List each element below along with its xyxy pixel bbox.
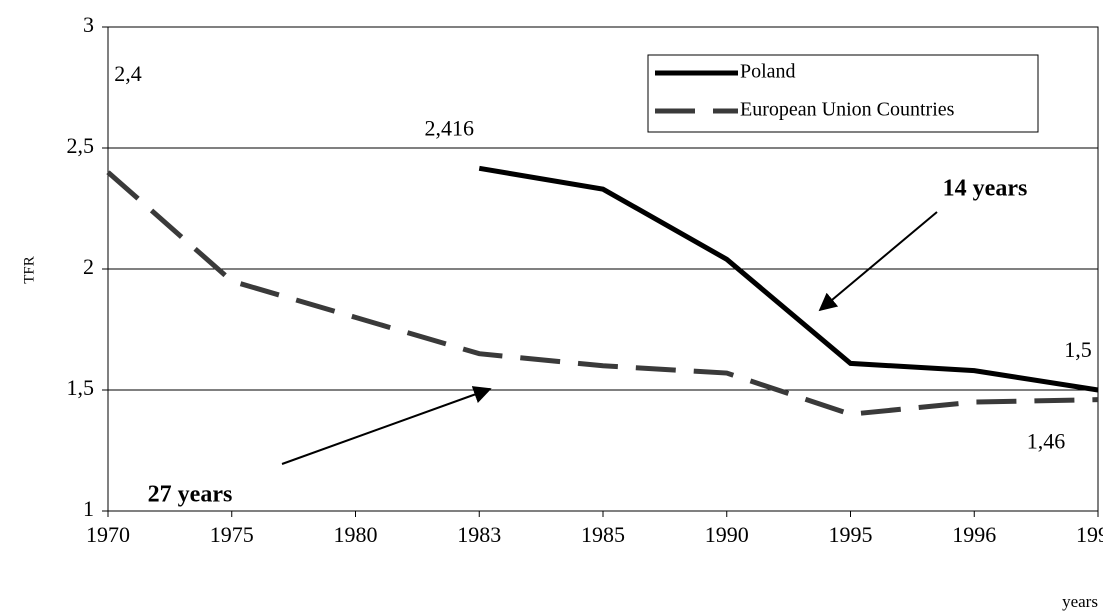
x-tick-label: 1970 — [86, 522, 130, 547]
x-tick-label: 1997 — [1076, 522, 1103, 547]
x-tick-label: 1983 — [457, 522, 501, 547]
annotation: 14 years — [943, 176, 1028, 202]
x-tick-label: 1975 — [210, 522, 254, 547]
y-tick-label: 2,5 — [67, 133, 95, 158]
y-axis-label: TFR — [21, 256, 37, 284]
data-label: 1,46 — [1027, 429, 1066, 454]
data-label: 2,416 — [425, 115, 475, 140]
data-label: 2,4 — [114, 61, 142, 86]
legend-label: Poland — [740, 61, 796, 83]
data-label: 1,5 — [1064, 337, 1092, 362]
x-tick-label: 1985 — [581, 522, 625, 547]
arrow — [818, 211, 938, 312]
line — [478, 165, 1099, 393]
x-tick-label: 1995 — [829, 522, 873, 547]
x-axis-label: years — [1062, 592, 1098, 611]
arrow — [281, 386, 492, 465]
annotation: 27 years — [148, 482, 233, 508]
x-tick-label: 1980 — [334, 522, 378, 547]
legend-label: European Union Countries — [740, 99, 955, 121]
y-tick-label: 1,5 — [67, 375, 95, 400]
y-tick-label: 1 — [83, 496, 94, 521]
line — [106, 170, 1099, 417]
legend — [647, 54, 1039, 133]
y-tick-label: 2 — [83, 254, 94, 279]
x-tick-label: 1996 — [952, 522, 996, 547]
x-tick-label: 1990 — [705, 522, 749, 547]
y-tick-label: 3 — [83, 12, 94, 37]
